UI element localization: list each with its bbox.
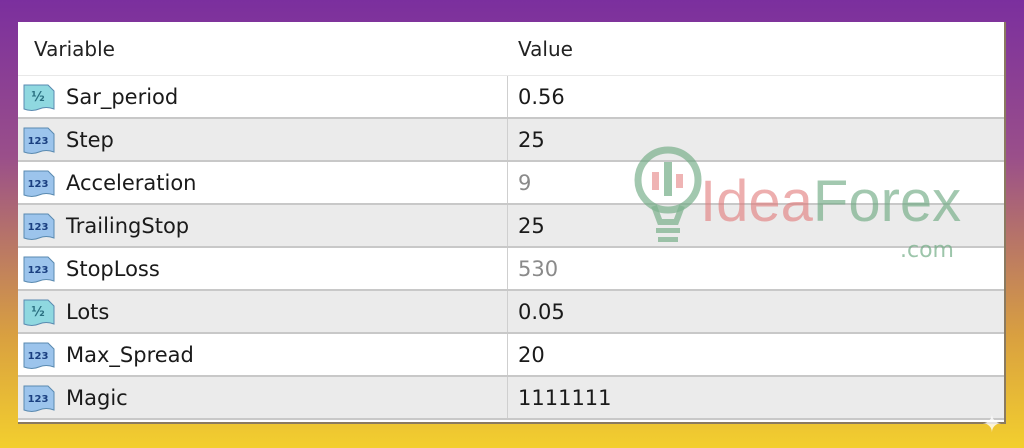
table-row[interactable]: ½ Sar_period 0.56	[18, 76, 1004, 119]
double-type-icon: ½	[22, 82, 56, 112]
value-cell[interactable]: 25	[518, 127, 545, 152]
table-row[interactable]: 123 Max_Spread 20	[18, 334, 1004, 377]
variable-name: Step	[66, 127, 114, 152]
inputs-table: Variable Value ½ Sar_period 0.56 123 Step 25 1…	[18, 22, 1006, 424]
integer-type-icon: 123	[22, 383, 56, 413]
variable-cell: ½ Lots	[18, 291, 508, 332]
table-row[interactable]: 123 Step 25	[18, 119, 1004, 162]
svg-text:123: 123	[28, 351, 49, 362]
svg-text:½: ½	[31, 90, 44, 105]
svg-text:123: 123	[28, 222, 49, 233]
integer-type-icon: 123	[22, 254, 56, 284]
double-type-icon: ½	[22, 297, 56, 327]
column-header-variable[interactable]: Variable	[34, 36, 115, 61]
sparkle-icon: ✦	[981, 410, 1002, 438]
integer-type-icon: 123	[22, 168, 56, 198]
value-cell[interactable]: 0.05	[518, 299, 565, 324]
svg-text:123: 123	[28, 179, 49, 190]
variable-cell: 123 TrailingStop	[18, 205, 508, 246]
table-row[interactable]: ½ Lots 0.05	[18, 291, 1004, 334]
variable-cell: 123 Acceleration	[18, 162, 508, 203]
variable-name: Sar_period	[66, 84, 179, 109]
value-cell[interactable]: 530	[518, 256, 559, 281]
variable-cell: ½ Sar_period	[18, 76, 508, 117]
svg-text:½: ½	[31, 305, 44, 320]
column-header-value[interactable]: Value	[518, 36, 573, 61]
variable-name: Acceleration	[66, 170, 197, 195]
table-row[interactable]: 123 Magic 1111111	[18, 377, 1004, 420]
svg-text:123: 123	[28, 136, 49, 147]
value-cell[interactable]: 20	[518, 342, 545, 367]
table-row[interactable]: 123 StopLoss 530	[18, 248, 1004, 291]
variable-name: TrailingStop	[66, 213, 190, 238]
integer-type-icon: 123	[22, 125, 56, 155]
variable-name: StopLoss	[66, 256, 160, 281]
variable-cell: 123 Step	[18, 119, 508, 160]
variable-cell: 123 Magic	[18, 377, 508, 418]
value-cell[interactable]: 0.56	[518, 84, 565, 109]
svg-text:123: 123	[28, 394, 49, 405]
variable-name: Magic	[66, 385, 128, 410]
value-cell[interactable]: 9	[518, 170, 532, 195]
value-cell[interactable]: 25	[518, 213, 545, 238]
integer-type-icon: 123	[22, 211, 56, 241]
table-row[interactable]: 123 Acceleration 9	[18, 162, 1004, 205]
variable-name: Lots	[66, 299, 110, 324]
variable-cell: 123 StopLoss	[18, 248, 508, 289]
value-cell[interactable]: 1111111	[518, 385, 612, 410]
variable-name: Max_Spread	[66, 342, 194, 367]
table-row[interactable]: 123 TrailingStop 25	[18, 205, 1004, 248]
integer-type-icon: 123	[22, 340, 56, 370]
table-header: Variable Value	[18, 22, 1004, 76]
variable-cell: 123 Max_Spread	[18, 334, 508, 375]
svg-text:123: 123	[28, 265, 49, 276]
